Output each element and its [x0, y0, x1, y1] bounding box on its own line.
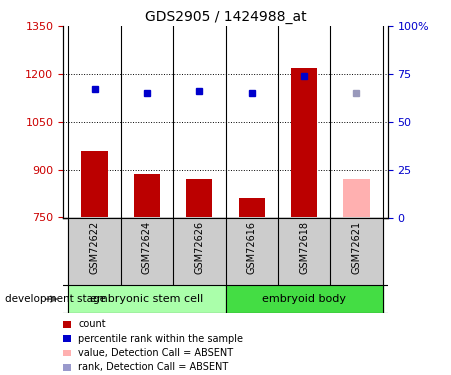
Bar	[278, 217, 330, 285]
Text: count: count	[78, 320, 106, 329]
Bar	[82, 150, 108, 217]
Bar	[226, 217, 278, 285]
Bar	[291, 68, 317, 218]
Bar	[173, 217, 226, 285]
Bar	[121, 217, 173, 285]
Text: GSM72621: GSM72621	[351, 221, 361, 274]
Text: embryonic stem cell: embryonic stem cell	[90, 294, 203, 304]
Title: GDS2905 / 1424988_at: GDS2905 / 1424988_at	[145, 10, 306, 24]
Bar	[134, 174, 160, 217]
Text: GSM72618: GSM72618	[299, 221, 309, 274]
Text: embryoid body: embryoid body	[262, 294, 346, 304]
Bar	[239, 198, 265, 217]
Bar	[69, 285, 225, 313]
Text: GSM72624: GSM72624	[142, 221, 152, 274]
Text: GSM72622: GSM72622	[90, 221, 100, 274]
Text: GSM72626: GSM72626	[194, 221, 204, 274]
Text: value, Detection Call = ABSENT: value, Detection Call = ABSENT	[78, 348, 233, 358]
Text: percentile rank within the sample: percentile rank within the sample	[78, 334, 243, 344]
Text: development stage: development stage	[5, 294, 106, 304]
Text: GSM72616: GSM72616	[247, 221, 257, 274]
Text: rank, Detection Call = ABSENT: rank, Detection Call = ABSENT	[78, 362, 228, 372]
Bar	[69, 217, 121, 285]
Bar	[226, 285, 382, 313]
Bar	[330, 217, 382, 285]
Bar	[186, 179, 212, 218]
Bar	[343, 179, 369, 218]
